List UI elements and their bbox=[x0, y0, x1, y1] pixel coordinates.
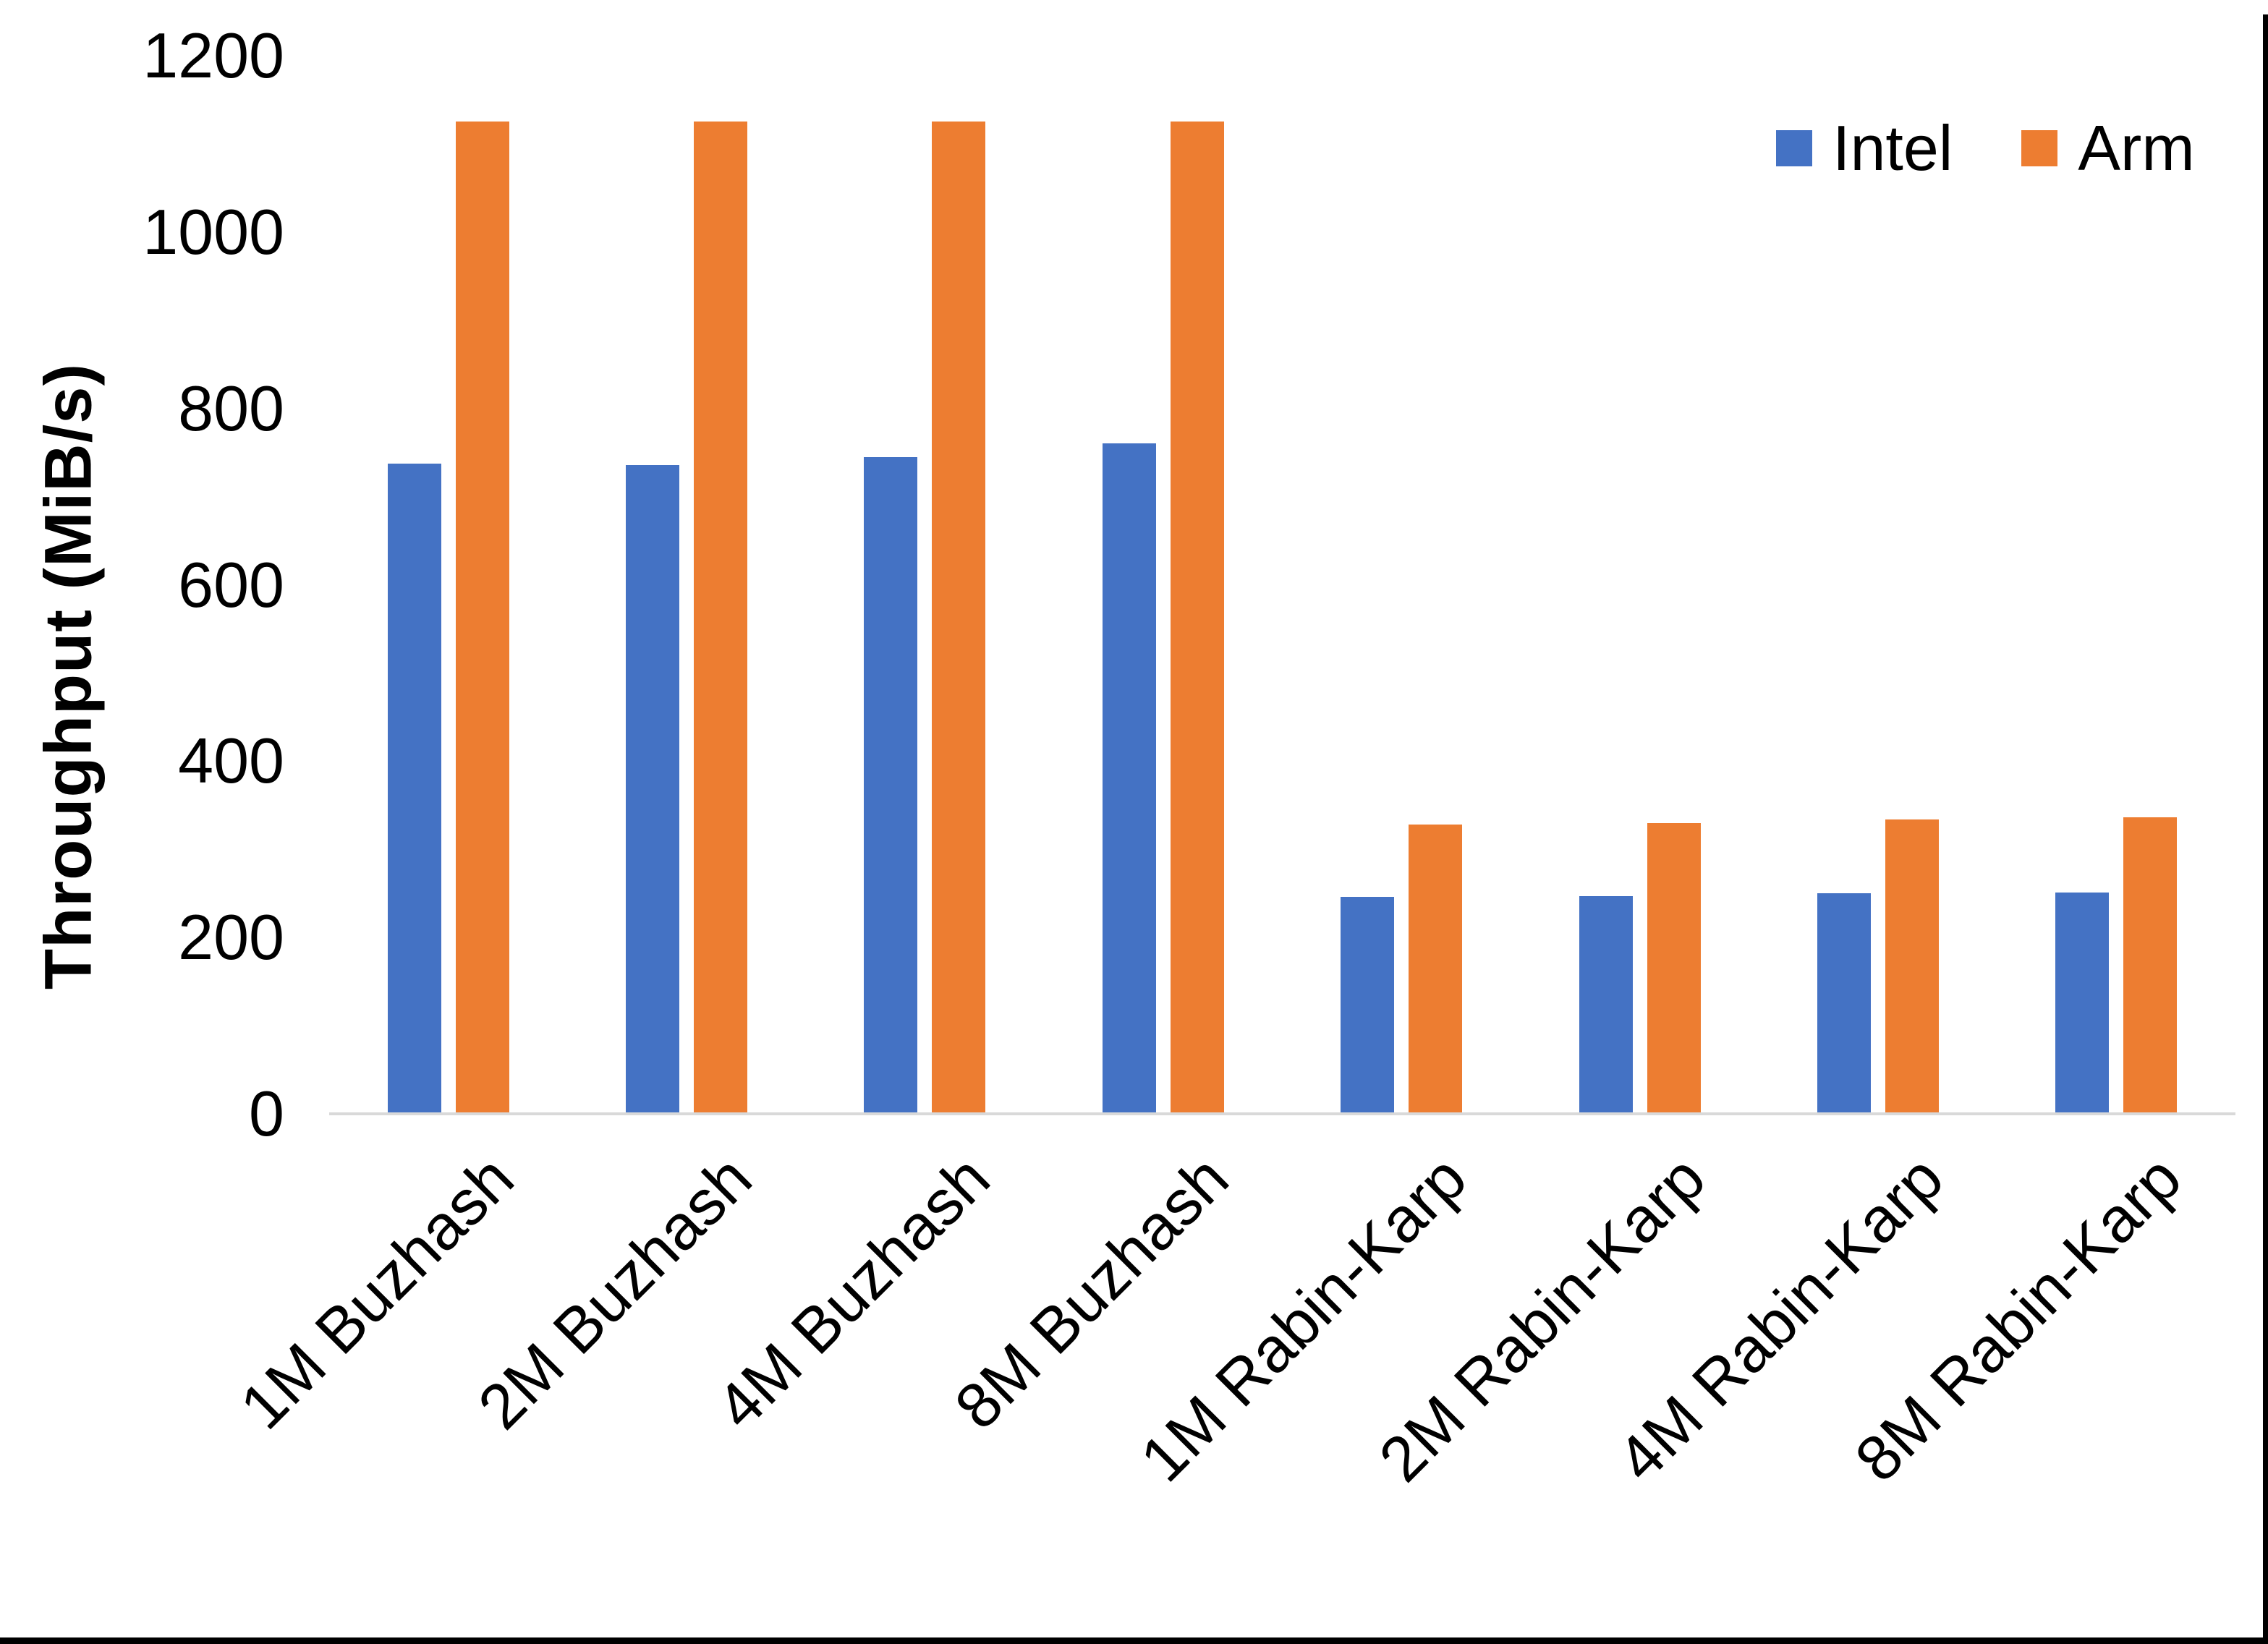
y-tick-label-0: 0 bbox=[249, 1078, 284, 1149]
bar-group-4m-rabin-karp bbox=[1759, 56, 1997, 1114]
bar-intel-2m-buzhash bbox=[626, 464, 680, 1114]
bar-group-2m-buzhash bbox=[567, 56, 805, 1114]
bar-intel-4m-rabin-karp bbox=[1817, 893, 1871, 1114]
bar-intel-8m-buzhash bbox=[1102, 443, 1156, 1114]
bar-arm-2m-rabin-karp bbox=[1647, 822, 1701, 1114]
bar-group-8m-rabin-karp bbox=[1997, 56, 2235, 1114]
legend-label-arm: Arm bbox=[2078, 112, 2195, 184]
y-tick-label-400: 400 bbox=[178, 725, 284, 797]
bar-arm-8m-buzhash bbox=[1170, 122, 1224, 1114]
window-edge-right bbox=[2263, 14, 2268, 1644]
y-axis-title: Throughput (MiB/s) bbox=[31, 362, 106, 990]
legend-item-arm: Arm bbox=[2021, 112, 2195, 184]
bar-arm-1m-rabin-karp bbox=[1409, 825, 1463, 1114]
legend-swatch-arm bbox=[2021, 130, 2058, 166]
bar-group-8m-buzhash bbox=[1044, 56, 1282, 1114]
bar-intel-1m-buzhash bbox=[387, 464, 441, 1114]
bar-arm-4m-buzhash bbox=[932, 122, 986, 1114]
y-tick-label-1200: 1200 bbox=[143, 20, 284, 91]
bar-arm-8m-rabin-karp bbox=[2123, 817, 2178, 1114]
window-edge-bottom bbox=[0, 1637, 2268, 1644]
y-tick-label-200: 200 bbox=[178, 901, 284, 974]
y-tick-label-1000: 1000 bbox=[143, 195, 284, 268]
legend-item-intel: Intel bbox=[1776, 112, 1953, 184]
bar-intel-8m-rabin-karp bbox=[2055, 893, 2110, 1114]
bar-arm-4m-rabin-karp bbox=[1885, 819, 1939, 1114]
legend: Intel Arm bbox=[1776, 112, 2195, 184]
bar-arm-1m-buzhash bbox=[455, 122, 509, 1114]
bar-group-1m-rabin-karp bbox=[1283, 56, 1521, 1114]
bar-intel-4m-buzhash bbox=[864, 456, 918, 1114]
bar-group-2m-rabin-karp bbox=[1521, 56, 1759, 1114]
legend-swatch-intel bbox=[1776, 130, 1812, 166]
y-tick-label-800: 800 bbox=[178, 372, 284, 444]
bar-intel-1m-rabin-karp bbox=[1341, 897, 1395, 1114]
bar-intel-2m-rabin-karp bbox=[1579, 895, 1633, 1114]
bar-group-1m-buzhash bbox=[329, 56, 567, 1114]
x-axis-line bbox=[329, 1112, 2235, 1115]
bar-arm-2m-buzhash bbox=[694, 122, 748, 1114]
y-tick-label-600: 600 bbox=[178, 548, 284, 621]
legend-label-intel: Intel bbox=[1832, 112, 1953, 184]
plot-area bbox=[329, 56, 2235, 1114]
bar-group-4m-buzhash bbox=[806, 56, 1044, 1114]
